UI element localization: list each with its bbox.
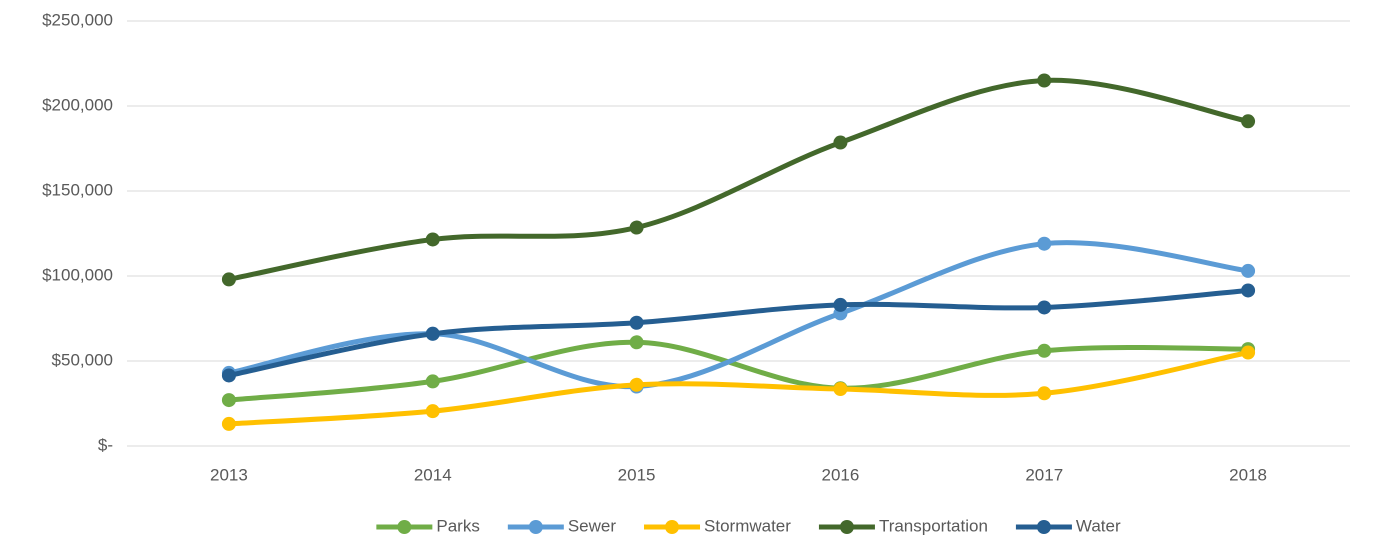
series-line — [226, 287, 1251, 378]
point — [629, 335, 644, 350]
legend-marker — [1036, 520, 1051, 534]
point — [1037, 73, 1052, 88]
y-tick-label: $- — [98, 435, 113, 454]
point — [221, 272, 236, 287]
legend-label: Sewer — [568, 516, 617, 535]
point — [629, 315, 644, 330]
point — [1241, 114, 1256, 129]
x-tick-label: 2017 — [1025, 465, 1063, 484]
y-tick-label: $200,000 — [42, 95, 113, 114]
legend-label: Transportation — [879, 516, 988, 535]
point — [1241, 283, 1256, 298]
y-tick-label: $50,000 — [52, 350, 113, 369]
legend-label: Water — [1076, 516, 1121, 535]
point — [1241, 345, 1256, 360]
point — [425, 232, 440, 247]
x-tick-label: 2018 — [1229, 465, 1267, 484]
point — [221, 368, 236, 383]
legend-label: Stormwater — [704, 516, 791, 535]
legend-marker — [397, 520, 412, 534]
point — [425, 374, 440, 389]
legend: Parks Sewer Stormwater Transportation Water — [376, 516, 1121, 535]
legend-marker — [839, 520, 854, 534]
point — [1037, 236, 1052, 251]
point — [1037, 343, 1052, 358]
point — [833, 135, 848, 150]
point — [425, 326, 440, 341]
point — [1037, 386, 1052, 401]
legend-label: Parks — [436, 516, 479, 535]
legend-marker — [528, 520, 543, 534]
point — [833, 297, 848, 312]
series-line — [226, 350, 1251, 427]
series-line — [226, 339, 1251, 403]
point — [629, 220, 644, 235]
x-tick-label: 2015 — [618, 465, 656, 484]
legend-marker — [665, 520, 680, 534]
point — [221, 416, 236, 431]
point — [221, 393, 236, 408]
x-tick-label: 2013 — [210, 465, 248, 484]
y-tick-label: $100,000 — [42, 265, 113, 284]
y-tick-label: $150,000 — [42, 180, 113, 199]
point — [629, 377, 644, 392]
point — [1037, 300, 1052, 315]
series-line — [226, 77, 1251, 282]
series-line — [226, 240, 1251, 390]
point — [425, 404, 440, 419]
x-tick-label: 2014 — [414, 465, 452, 484]
y-tick-label: $250,000 — [42, 10, 113, 29]
point — [1241, 263, 1256, 278]
point — [833, 382, 848, 397]
x-tick-label: 2016 — [822, 465, 860, 484]
